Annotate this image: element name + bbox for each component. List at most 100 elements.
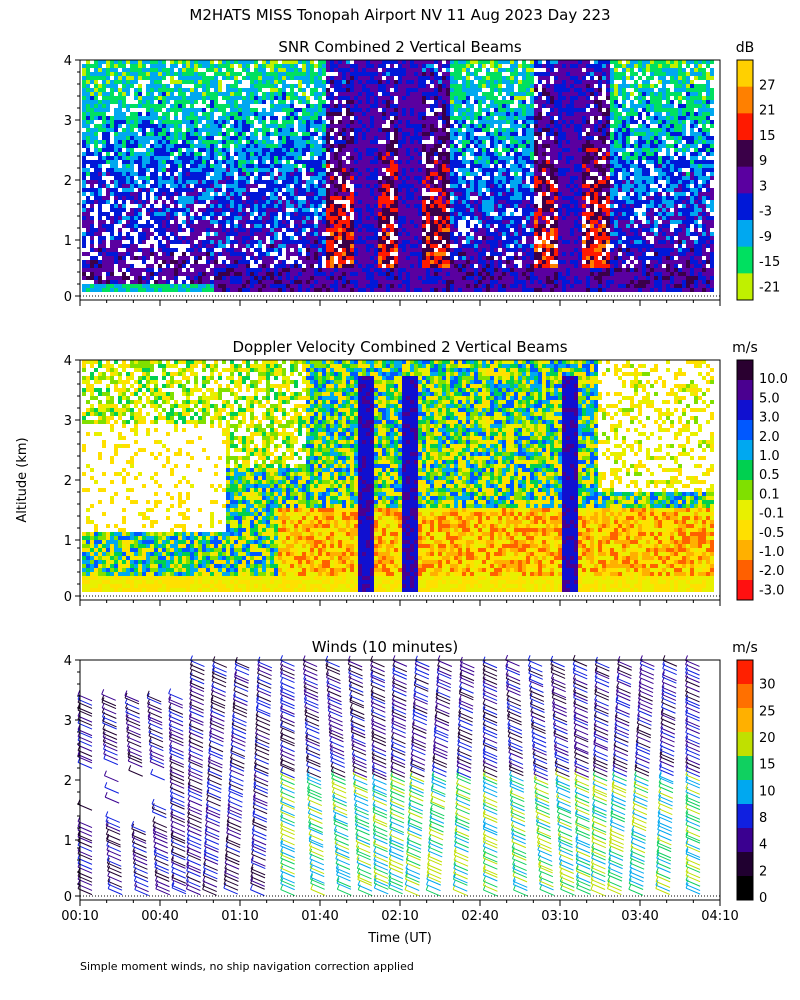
heatmap-cell (394, 88, 398, 92)
heatmap-cell (366, 144, 370, 148)
heatmap-cell (302, 136, 306, 140)
heatmap-cell (230, 156, 234, 160)
heatmap-cell (174, 240, 178, 244)
heatmap-cell (398, 160, 402, 164)
heatmap-cell (406, 96, 410, 100)
heatmap-cell (362, 184, 366, 188)
heatmap-cell (354, 268, 358, 272)
heatmap-cell (382, 156, 386, 160)
heatmap-cell (146, 60, 150, 64)
heatmap-cell (430, 200, 434, 204)
heatmap-cell (430, 228, 434, 232)
heatmap-cell (102, 148, 106, 152)
heatmap-cell (146, 84, 150, 88)
heatmap-cell (342, 244, 346, 248)
heatmap-cell (318, 188, 322, 192)
heatmap-cell (106, 148, 110, 152)
heatmap-cell (426, 176, 430, 180)
heatmap-cell (110, 192, 114, 196)
heatmap-cell (358, 188, 362, 192)
heatmap-cell (350, 192, 354, 196)
heatmap-cell (126, 196, 130, 200)
heatmap-cell (154, 180, 158, 184)
heatmap-cell (418, 72, 422, 76)
heatmap-cell (282, 268, 286, 272)
heatmap-cell (418, 136, 422, 140)
heatmap-cell (478, 176, 482, 180)
heatmap-cell (238, 92, 242, 96)
heatmap-cell (338, 60, 342, 64)
heatmap-cell (386, 196, 390, 200)
heatmap-cell (438, 84, 442, 88)
heatmap-cell (122, 252, 126, 256)
heatmap-cell (390, 76, 394, 80)
heatmap-cell (374, 96, 378, 100)
heatmap-cell (362, 144, 366, 148)
heatmap-cell (234, 164, 238, 168)
heatmap-cell (158, 140, 162, 144)
heatmap-cell (150, 244, 154, 248)
heatmap-cell (454, 164, 458, 168)
heatmap-cell (278, 152, 282, 156)
heatmap-cell (214, 268, 218, 272)
heatmap-cell (458, 212, 462, 216)
heatmap-cell (198, 168, 202, 172)
heatmap-cell (462, 264, 466, 268)
heatmap-cell (166, 192, 170, 196)
heatmap-cell (398, 184, 402, 188)
heatmap-cell (270, 76, 274, 80)
heatmap-cell (350, 232, 354, 236)
heatmap-cell (438, 264, 442, 268)
heatmap-cell (230, 252, 234, 256)
heatmap-cell (266, 72, 270, 76)
heatmap-cell (406, 188, 410, 192)
heatmap-cell (366, 68, 370, 72)
heatmap-cell (326, 268, 330, 272)
heatmap-cell (110, 288, 114, 292)
heatmap-cell (234, 212, 238, 216)
heatmap-cell (230, 136, 234, 140)
heatmap-cell (294, 76, 298, 80)
heatmap-cell (218, 280, 222, 284)
heatmap-cell (358, 268, 362, 272)
heatmap-cell (254, 280, 258, 284)
heatmap-cell (430, 208, 434, 212)
heatmap-cell (354, 160, 358, 164)
heatmap-cell (122, 260, 126, 264)
heatmap-cell (86, 228, 90, 232)
heatmap-cell (402, 68, 406, 72)
heatmap-cell (366, 148, 370, 152)
heatmap-cell (126, 140, 130, 144)
heatmap-cell (374, 140, 378, 144)
heatmap-cell (394, 160, 398, 164)
heatmap-cell (134, 184, 138, 188)
heatmap-cell (414, 248, 418, 252)
heatmap-cell (298, 252, 302, 256)
heatmap-cell (158, 128, 162, 132)
heatmap-cell (438, 248, 442, 252)
heatmap-cell (314, 104, 318, 108)
heatmap-cell (338, 72, 342, 76)
heatmap-cell (258, 116, 262, 120)
heatmap-cell (134, 256, 138, 260)
heatmap-cell (82, 272, 86, 276)
heatmap-cell (150, 60, 154, 64)
heatmap-cell (454, 128, 458, 132)
heatmap-cell (90, 172, 94, 176)
heatmap-cell (242, 176, 246, 180)
heatmap-cell (330, 64, 334, 68)
heatmap-cell (358, 280, 362, 284)
heatmap-cell (446, 240, 450, 244)
heatmap-cell (130, 272, 134, 276)
heatmap-cell (98, 280, 102, 284)
heatmap-cell (266, 232, 270, 236)
heatmap-cell (158, 276, 162, 280)
heatmap-cell (354, 180, 358, 184)
heatmap-cell (430, 232, 434, 236)
heatmap-cell (462, 248, 466, 252)
heatmap-cell (150, 124, 154, 128)
heatmap-cell (414, 204, 418, 208)
heatmap-cell (418, 104, 422, 108)
heatmap-cell (434, 196, 438, 200)
heatmap-cell (146, 116, 150, 120)
